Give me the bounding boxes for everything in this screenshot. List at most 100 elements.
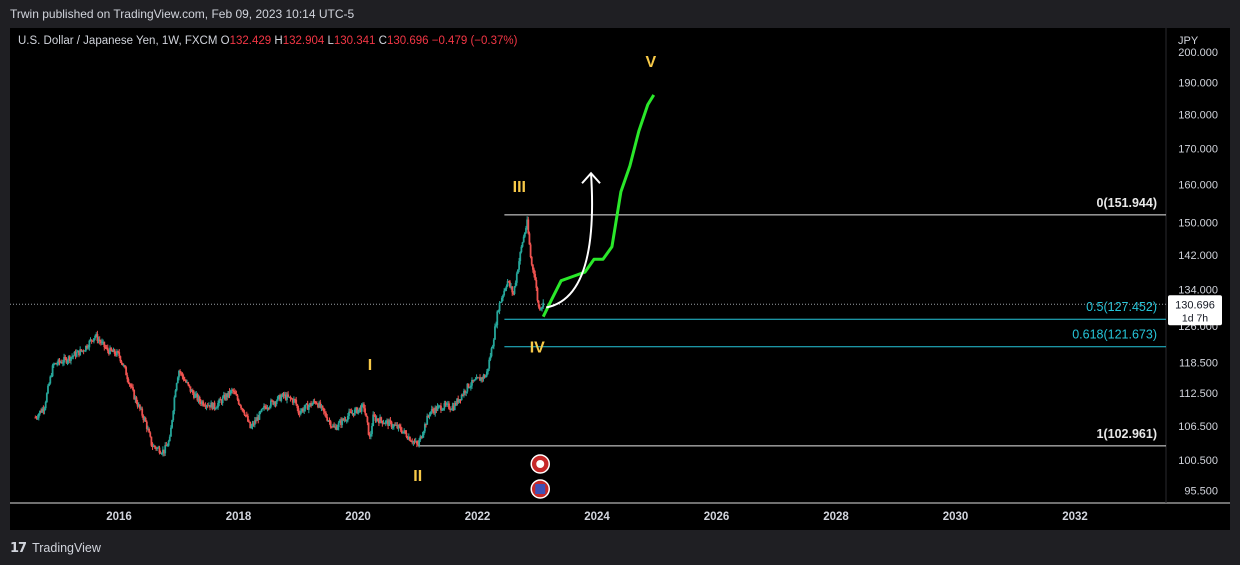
- x-tick-label: 2024: [584, 511, 610, 523]
- wave-label: IV: [530, 339, 545, 356]
- candle-body: [394, 424, 396, 426]
- candle-body: [264, 406, 267, 408]
- candle-body: [64, 357, 67, 359]
- candle-body: [314, 401, 317, 404]
- candle-body: [234, 391, 237, 395]
- y-tick-label: 112.500: [1179, 388, 1218, 400]
- candle-body: [134, 397, 137, 400]
- candle-body: [396, 424, 399, 429]
- chart-frame[interactable]: [10, 28, 1230, 530]
- candle-body: [145, 421, 148, 429]
- candle-body: [364, 408, 367, 414]
- candle-body: [400, 430, 403, 434]
- candle-body: [313, 400, 316, 402]
- candle-body: [230, 389, 233, 391]
- candle-body: [135, 397, 138, 404]
- candle-body: [219, 399, 222, 401]
- symbol-legend: U.S. Dollar / Japanese Yen, 1W, FXCM O13…: [18, 35, 517, 47]
- candle-body: [43, 408, 46, 411]
- candle-body: [158, 447, 161, 453]
- candle-body: [101, 341, 103, 344]
- candle-body: [366, 416, 369, 423]
- candle-body: [388, 420, 391, 426]
- candle-body: [448, 403, 450, 409]
- candle-body: [133, 390, 136, 400]
- candle-body: [245, 415, 248, 417]
- change-value: −0.479 (−0.37%): [431, 35, 518, 47]
- candle-body: [398, 425, 401, 427]
- candle-body: [81, 350, 84, 352]
- low-label: L: [327, 35, 334, 47]
- candle-body: [65, 358, 68, 363]
- candle-body: [498, 302, 501, 312]
- us-flag-icon: [535, 484, 546, 494]
- candle-body: [229, 390, 232, 395]
- projection-arrow-head: [581, 171, 601, 184]
- candle-body: [120, 361, 123, 364]
- candle-body: [358, 407, 361, 410]
- candle-body: [373, 414, 376, 417]
- candle-body: [511, 286, 514, 293]
- candle-body: [392, 424, 395, 427]
- candle-body: [472, 379, 475, 382]
- candle-body: [47, 385, 49, 394]
- candle-body: [355, 407, 357, 410]
- candle-body: [492, 339, 495, 347]
- candle-body: [265, 407, 268, 409]
- candle-body: [514, 282, 517, 287]
- candle-body: [325, 413, 327, 418]
- candle-body: [429, 411, 432, 415]
- candle-body: [302, 408, 304, 412]
- candle-body: [217, 403, 219, 408]
- candle-body: [228, 391, 231, 395]
- candle-body: [356, 407, 358, 414]
- candle-body: [291, 399, 294, 403]
- candle-body: [353, 409, 356, 416]
- candle-body: [50, 376, 53, 378]
- candle-body: [174, 390, 177, 398]
- candle-body: [463, 390, 465, 396]
- candle-body: [122, 365, 125, 367]
- candle-body: [143, 418, 146, 420]
- candle-body: [487, 368, 489, 372]
- candle-body: [326, 417, 329, 421]
- candle-body: [116, 351, 118, 356]
- candle-body: [486, 371, 488, 376]
- candle-body: [151, 445, 154, 448]
- candle-body: [282, 393, 285, 396]
- y-tick-label: 200.000: [1178, 47, 1218, 59]
- candle-body: [425, 424, 427, 426]
- close-label: C: [378, 35, 387, 47]
- candle-body: [184, 380, 187, 383]
- candle-body: [76, 350, 79, 353]
- candle-body: [85, 345, 87, 351]
- candle-body: [36, 417, 39, 419]
- candle-body: [48, 383, 51, 386]
- candle-body: [186, 382, 188, 384]
- candle-body: [482, 375, 485, 380]
- candle-body: [500, 297, 503, 302]
- candle-body: [421, 434, 424, 439]
- candle-body: [410, 440, 412, 442]
- candle-body: [107, 350, 110, 354]
- candle-body: [203, 405, 206, 407]
- candle-body: [96, 334, 99, 341]
- footer-brand[interactable]: 𝟭𝟳 TradingView: [10, 538, 101, 558]
- candle-body: [176, 377, 179, 384]
- candle-body: [340, 420, 342, 425]
- candle-body: [260, 408, 263, 412]
- candle-body: [53, 363, 56, 365]
- candle-body: [57, 359, 60, 364]
- candle-body: [507, 281, 510, 283]
- candle-body: [376, 418, 379, 421]
- candle-body: [489, 356, 492, 360]
- candle-body: [66, 360, 69, 363]
- candle-body: [210, 402, 213, 408]
- candle-body: [266, 407, 269, 409]
- candle-body: [318, 402, 321, 408]
- candle-body: [303, 408, 306, 412]
- candle-body: [189, 386, 192, 392]
- candle-body: [39, 410, 41, 414]
- candle-body: [172, 410, 175, 421]
